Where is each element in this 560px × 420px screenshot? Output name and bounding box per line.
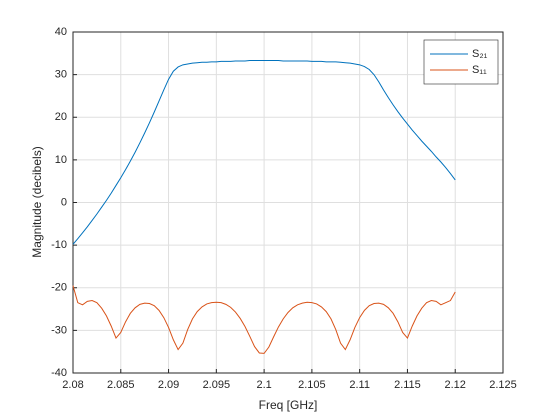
axes-box bbox=[72, 31, 504, 374]
x-tick-label: 2.115 bbox=[394, 379, 421, 391]
x-tick-label: 2.12 bbox=[445, 379, 466, 391]
y-tick-label: 0 bbox=[61, 196, 67, 208]
legend-box bbox=[423, 39, 499, 85]
x-axis-label: Freq [GHz] bbox=[259, 398, 318, 412]
y-tick-label: -10 bbox=[51, 239, 67, 251]
y-tick-label: 10 bbox=[55, 154, 67, 166]
series-line bbox=[72, 285, 456, 354]
y-tick-label: -40 bbox=[51, 367, 67, 379]
y-axis-label: Magnitude (decibels) bbox=[30, 146, 44, 257]
x-tick-label: 2.11 bbox=[349, 379, 370, 391]
legend-label: S₁₁ bbox=[472, 64, 487, 76]
legend-label: S₂₁ bbox=[472, 48, 488, 60]
y-tick-label: 30 bbox=[55, 69, 67, 81]
y-tick-label: 20 bbox=[55, 111, 67, 123]
x-tick-label: 2.105 bbox=[298, 379, 326, 391]
x-tick-label: 2.08 bbox=[62, 379, 83, 391]
x-tick-label: 2.095 bbox=[203, 379, 231, 391]
x-tick-label: 2.085 bbox=[107, 379, 135, 391]
x-tick-label: 2.09 bbox=[158, 379, 179, 391]
x-tick-label: 2.125 bbox=[489, 379, 517, 391]
y-tick-label: 40 bbox=[55, 26, 67, 38]
y-tick-label: -20 bbox=[51, 282, 67, 294]
series-line bbox=[72, 60, 456, 245]
x-tick-label: 2.1 bbox=[256, 379, 271, 391]
y-tick-label: -30 bbox=[51, 324, 67, 336]
